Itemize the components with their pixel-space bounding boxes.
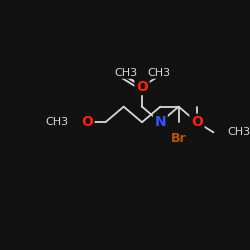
Text: CH3: CH3 (46, 117, 69, 127)
Text: O: O (81, 115, 93, 129)
Text: Br: Br (171, 132, 186, 145)
Text: CH3: CH3 (147, 68, 170, 78)
Text: O: O (136, 80, 148, 94)
Text: N: N (154, 115, 166, 129)
Text: O: O (191, 115, 203, 129)
Text: CH3: CH3 (227, 127, 250, 137)
Text: CH3: CH3 (114, 68, 137, 78)
